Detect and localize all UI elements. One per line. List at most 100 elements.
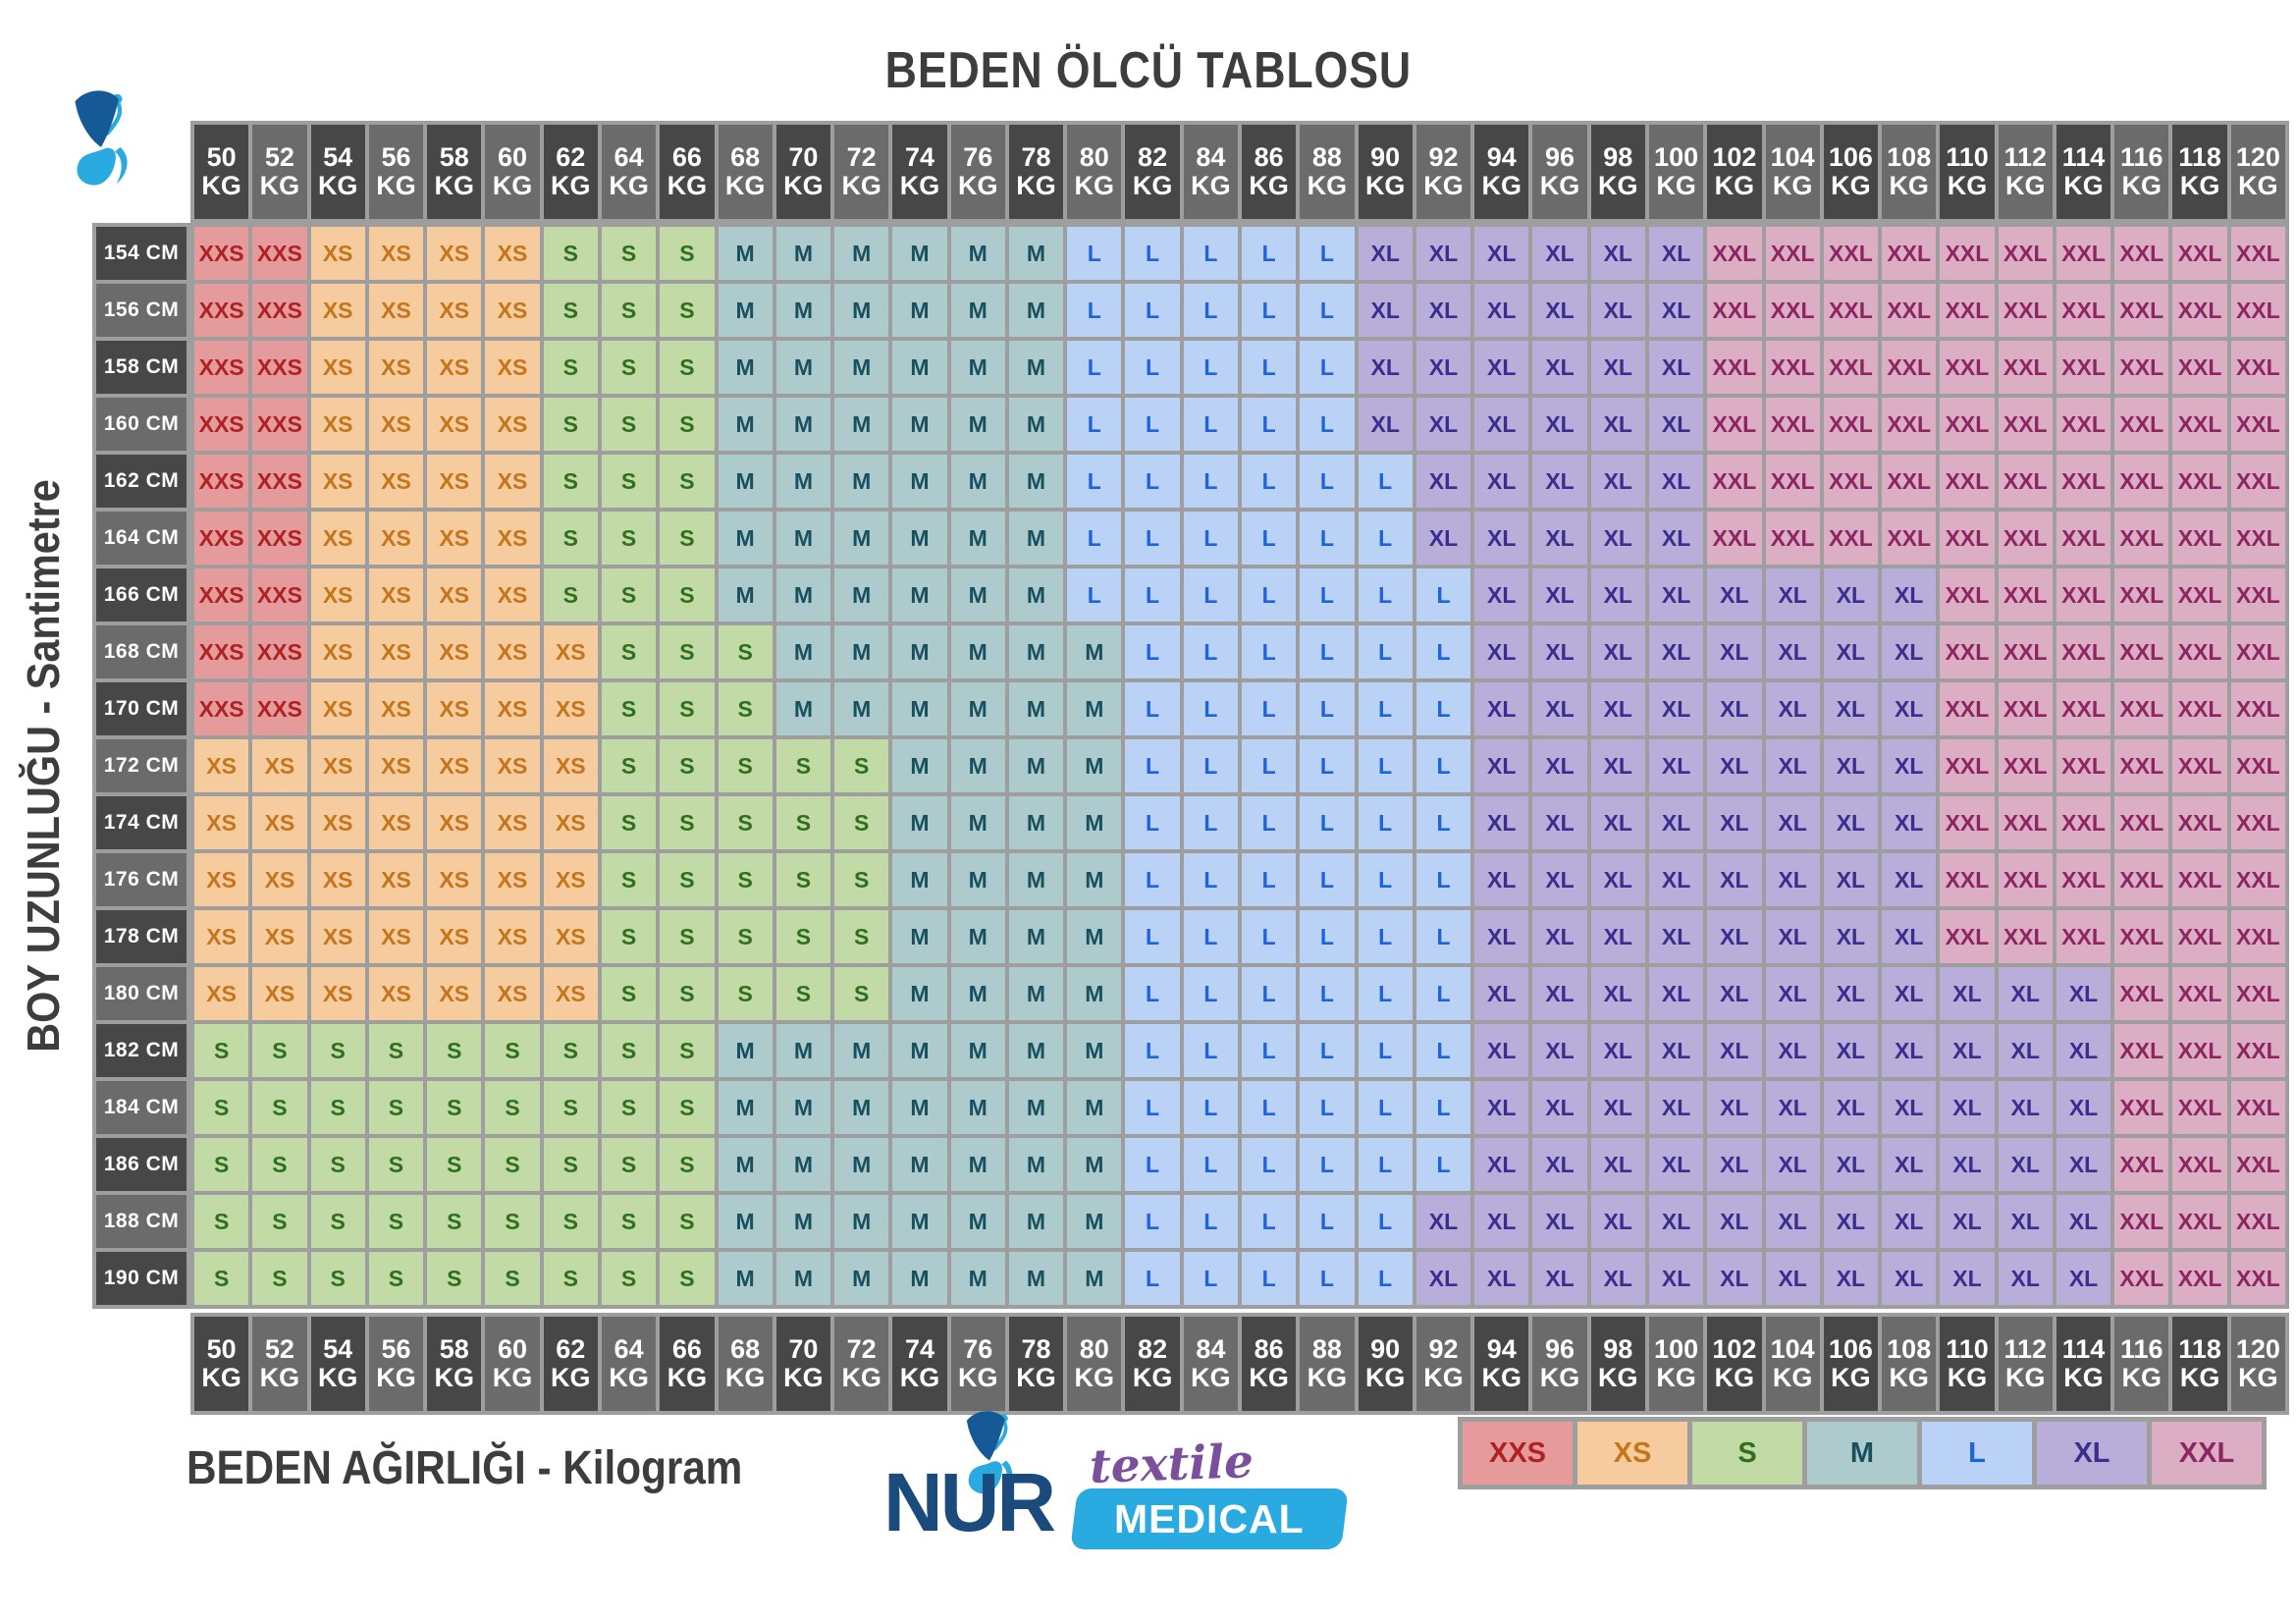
size-cell: M [718,398,773,451]
size-cell: M [892,341,947,394]
size-cell: XS [485,568,540,622]
size-cell: L [1067,455,1122,508]
size-cell: L [1300,455,1355,508]
size-cell: M [834,568,889,622]
size-cell: S [834,853,889,906]
size-cell: M [1008,853,1064,906]
size-cell: XL [1590,910,1645,963]
size-cell: XXL [2056,853,2111,906]
size-cell: XL [1532,796,1587,849]
size-cell: L [1183,1081,1238,1134]
height-header-cell: 186 CM [96,1138,187,1191]
legend-item-xs: XS [1577,1422,1687,1485]
size-cell: XL [1765,1138,1820,1191]
size-cell: M [834,341,889,394]
size-cell: S [601,910,657,963]
size-cell: L [1183,568,1238,622]
size-cell: XL [1707,1081,1762,1134]
size-cell: XL [1707,739,1762,792]
size-cell: XXS [194,398,249,451]
size-cell: M [718,284,773,337]
size-cell: XL [1998,967,2053,1020]
size-cell: XL [1532,568,1587,622]
size-cell: M [950,625,1005,678]
size-cell: L [1242,284,1297,337]
weight-header-cell: 90 KG [1358,1317,1413,1411]
size-cell: S [543,341,598,394]
size-cell: L [1300,1252,1355,1305]
size-cell: XS [427,796,482,849]
size-cell: S [485,1081,540,1134]
height-header-cell: 182 CM [96,1024,187,1077]
size-cell: M [834,1138,889,1191]
size-cell: M [892,1195,947,1248]
size-cell: XL [1823,625,1879,678]
size-cell: M [950,227,1005,280]
size-cell: S [485,1252,540,1305]
size-cell: XL [2056,1195,2111,1248]
height-header-cell: 188 CM [96,1195,187,1248]
size-cell: XS [485,853,540,906]
chart-title: BEDEN ÖLCÜ TABLOSU [0,41,2296,100]
size-cell: L [1415,1081,1471,1134]
size-cell: XS [427,455,482,508]
size-cell: XXS [252,568,307,622]
size-cell: L [1242,625,1297,678]
size-cell: M [775,512,831,565]
weight-header-cell: 100 KG [1648,1317,1704,1411]
size-cell: XL [1648,227,1704,280]
size-cell: XL [1882,967,1937,1020]
size-cell: XL [1474,1252,1529,1305]
size-cell: S [660,1195,715,1248]
size-cell: XL [1765,568,1820,622]
size-cell: XXL [1765,227,1820,280]
size-cell: S [601,1081,657,1134]
size-cell: XL [1415,284,1471,337]
size-cell: XXS [252,284,307,337]
size-cell: XXL [2114,910,2169,963]
size-cell: XXL [2230,341,2285,394]
size-cell: M [892,796,947,849]
size-cell: L [1183,625,1238,678]
size-cell: S [718,967,773,1020]
size-cell: XL [1532,739,1587,792]
size-cell: XL [1590,284,1645,337]
size-cell: XS [427,682,482,735]
y-axis-label: BOY UZUNLUĞU - Santimetre [18,479,69,1053]
height-header-cell: 184 CM [96,1081,187,1134]
weight-header-cell: 96 KG [1532,1317,1587,1411]
size-cell: L [1183,455,1238,508]
size-cell: M [892,625,947,678]
size-cell: L [1358,568,1413,622]
size-cell: XL [1474,1081,1529,1134]
size-cell: XL [1940,1195,1995,1248]
size-cell: L [1125,568,1180,622]
legend-item-xxl: XXL [2152,1422,2262,1485]
size-cell: L [1125,512,1180,565]
weight-header-cell: 52 KG [252,125,307,219]
size-cell: S [660,341,715,394]
size-cell: XL [1532,1195,1587,1248]
weight-header-cell: 64 KG [601,125,657,219]
size-cell: XS [543,739,598,792]
size-cell: S [427,1195,482,1248]
size-cell: M [1008,398,1064,451]
size-cell: XL [1998,1081,2053,1134]
weight-header-row-bottom: 50 KG 52 KG 54 KG 56 KG 58 KG 60 KG 62 KG 64 KG 66 KG 68 KG… [190,1313,2289,1415]
size-cell: XS [543,682,598,735]
weight-header-cell: 114 KG [2056,125,2111,219]
size-cell: S [660,910,715,963]
size-cell: L [1125,1195,1180,1248]
size-cell: L [1183,682,1238,735]
size-cell: M [834,1252,889,1305]
logo-textile-text: textile [1089,1434,1255,1494]
size-cell: XXL [2172,284,2227,337]
size-cell: XXL [1823,512,1879,565]
size-cell: S [601,568,657,622]
size-cell: S [660,1081,715,1134]
size-cell: XL [1707,1024,1762,1077]
size-cell: S [194,1252,249,1305]
size-cell: XS [485,682,540,735]
size-cell: XL [1882,568,1937,622]
size-cell: XXL [1823,455,1879,508]
